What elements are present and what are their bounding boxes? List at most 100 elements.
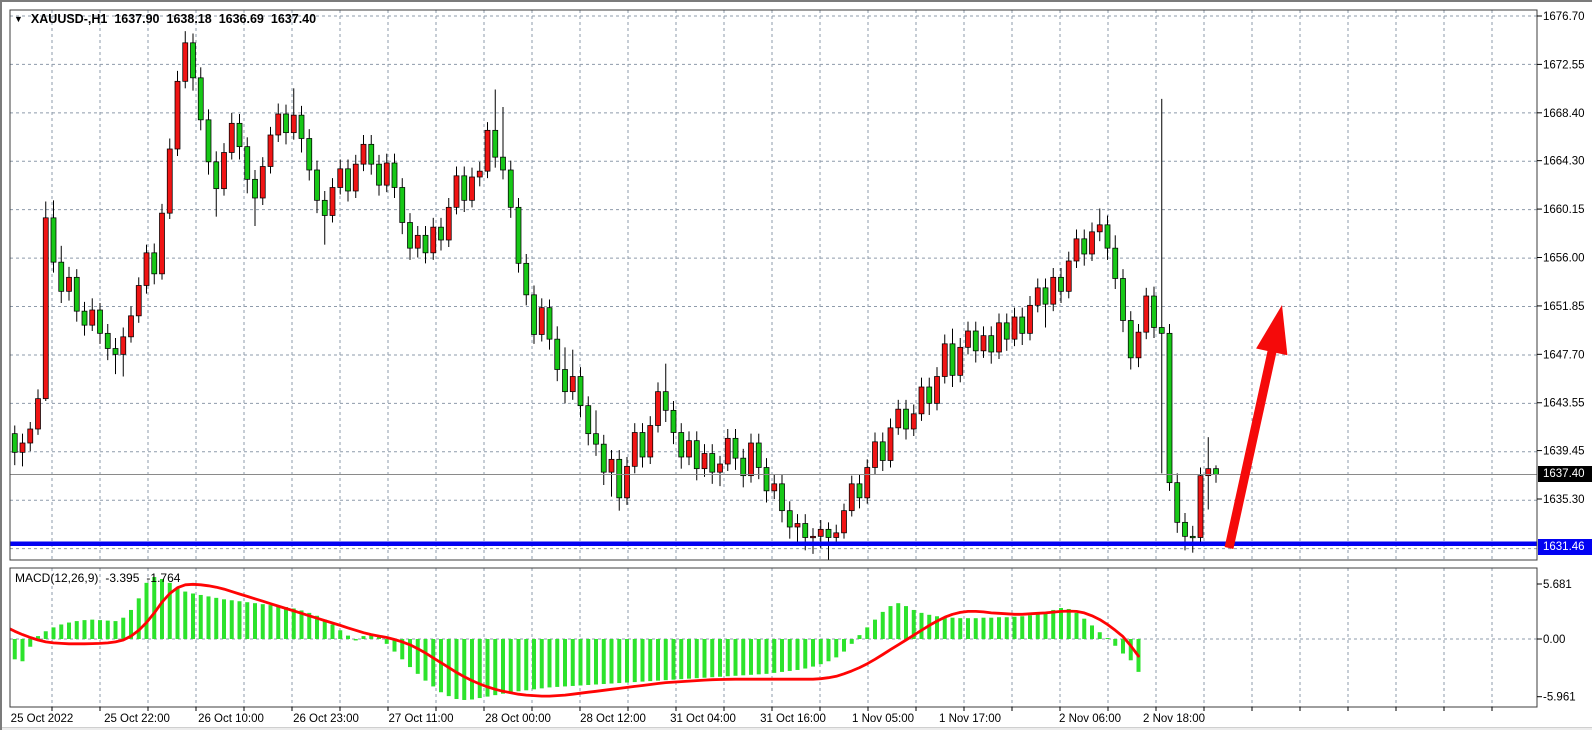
candle-body [631,432,638,467]
candle-body [724,437,731,465]
candle-body [1174,482,1181,523]
macd-bar [671,639,676,680]
macd-bar [1121,639,1125,654]
candle-body [593,433,599,445]
candle-body [794,523,801,528]
macd-bar [136,598,141,639]
macd-bar [493,639,498,696]
macd-bar [245,602,250,639]
macd-bar [330,624,335,639]
candle-body [112,348,119,355]
macd-bar [811,639,815,667]
chart-symbol-period: XAUUSD-,H1 [30,12,108,26]
macd-bar [477,639,482,699]
candle-body [934,376,940,404]
time-tick-label: 25 Oct 22:00 [104,713,170,725]
candle-body [918,386,925,415]
candle-body [329,187,336,216]
candle-body [903,408,909,430]
macd-bar [578,639,583,686]
candle-body [42,217,49,400]
time-tick-label: 31 Oct 16:00 [760,713,826,725]
price-axis[interactable]: 1676.70 1672.55 1668.40 1664.30 1660.15 1656.… [1537,11,1585,704]
candle-body [267,134,274,167]
macd-bar [795,639,800,670]
macd-bar [183,591,188,639]
macd-bar [299,610,304,639]
macd-bar [291,608,296,639]
macd-bar [749,639,753,675]
candle-body [314,169,320,201]
support-price-tag: 1631.46 [1538,539,1592,555]
macd-bar [353,639,358,641]
macd-bar [129,609,133,639]
macd-bar [570,639,575,686]
candle-body [283,113,289,134]
macd-bar [849,639,854,644]
candle-body [252,178,258,199]
candle-body [298,114,305,139]
chart-expand-icon[interactable]: ▼ [14,14,23,24]
candle-body [182,42,189,82]
candle-body [345,168,351,192]
candle-body [1042,287,1049,305]
macd-bar [1066,608,1071,639]
arrow-head-icon [1256,305,1288,356]
macd-bar [648,639,653,682]
macd-bar [973,618,978,639]
macd-bar [524,639,529,691]
macd-bar [90,619,95,639]
price-tick-label: 1672.55 [1543,59,1585,71]
time-axis[interactable]: 25 Oct 2022 25 Oct 22:00 26 Oct 10:00 26 Oc… [11,707,1493,725]
macd-bar [384,639,389,644]
macd-bar [260,604,265,639]
macd-bar [1004,617,1009,639]
macd-bar [780,639,784,672]
macd-bar [51,627,56,639]
candle-body [740,457,747,477]
macd-bar [361,636,366,639]
macd-bar [338,630,343,639]
price-tick-label: 1656.00 [1543,252,1585,264]
macd-bar [74,621,79,639]
macd-bar [911,609,916,639]
macd-bar [532,639,536,690]
candle-body [11,433,18,453]
candle-body [414,234,421,249]
candle-body [469,176,475,201]
macd-bar [43,631,48,639]
candle-body [562,369,568,393]
up-arrow-annotation[interactable] [1224,305,1288,549]
macd-bar [632,639,637,683]
macd-bar [842,639,846,652]
macd-bar [555,639,560,687]
candle-body [19,442,26,453]
macd-bar [539,639,544,689]
macd-bar [997,617,1001,639]
macd-bar [656,639,660,681]
macd-bar [113,621,118,639]
macd-bar [803,639,808,669]
candle-body [453,175,460,208]
candle-body [445,206,452,241]
macd-panel-border [9,567,1538,708]
main-panel[interactable] [10,10,1537,560]
candle-body [709,453,716,473]
macd-bar [198,594,203,639]
price-tick-label: 1635.30 [1543,494,1585,506]
macd-bar [601,639,606,685]
candle-body [422,234,429,254]
candle-body [895,408,902,429]
candle-body [120,336,127,355]
macd-bar [152,577,157,639]
price-tick-label: 1676.70 [1543,11,1585,23]
macd-bar [214,597,219,639]
macd-bar [617,639,622,684]
macd-bar [485,639,490,697]
macd-bar [826,639,831,662]
macd-bar [439,639,443,693]
candle-body [616,458,623,499]
macd-bar [873,619,877,639]
candle-body [1112,247,1119,279]
